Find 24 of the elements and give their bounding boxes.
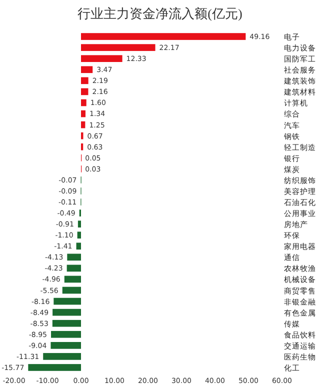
bar [81, 88, 88, 96]
chart-title: 行业主力资金净流入额(亿元) [78, 6, 242, 21]
bar [81, 77, 88, 84]
bar [50, 342, 81, 349]
bar [78, 220, 81, 228]
bar [64, 276, 81, 283]
bar [52, 320, 81, 327]
bar [81, 33, 246, 40]
bar [43, 353, 81, 360]
bar [81, 44, 156, 51]
bar [81, 66, 93, 74]
bar [66, 264, 81, 272]
bar [77, 232, 81, 239]
bar [62, 286, 81, 294]
bar [81, 99, 86, 106]
bar [28, 364, 81, 371]
bar [81, 121, 86, 128]
bar [76, 242, 81, 250]
bar [51, 330, 81, 338]
bar [52, 308, 81, 316]
bar [54, 298, 81, 305]
bar [67, 254, 81, 261]
bar [81, 55, 122, 62]
bar [81, 110, 86, 118]
